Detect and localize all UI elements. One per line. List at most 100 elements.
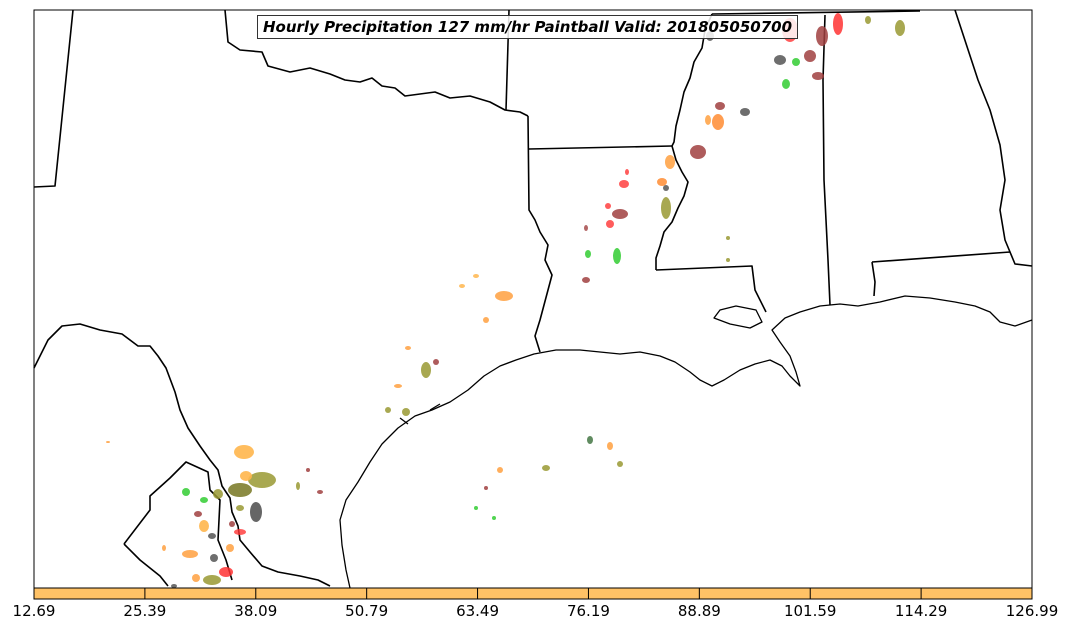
precip-blob [192, 574, 200, 582]
precip-blob [740, 108, 750, 116]
precip-blob [726, 236, 730, 240]
precip-blob [613, 248, 621, 264]
precip-blob [317, 490, 323, 494]
precip-blob [690, 145, 706, 159]
precip-blob [194, 511, 202, 517]
map-frame [33, 9, 1033, 589]
precip-blob [182, 550, 198, 558]
precip-blob [542, 465, 550, 471]
precip-blob [705, 115, 711, 125]
colorbar-tick-label: 101.59 [783, 602, 837, 620]
precip-blob [433, 359, 439, 365]
precip-blob [405, 346, 411, 350]
colorbar-tick-label: 126.99 [1005, 602, 1059, 620]
precip-blob [208, 533, 216, 539]
colorbar-tick-label: 114.29 [894, 602, 948, 620]
precip-blob [865, 16, 871, 24]
precip-blob [171, 584, 177, 588]
colorbar-tick-label: 76.19 [566, 602, 610, 620]
precip-blob [617, 461, 623, 467]
precip-blob [782, 79, 790, 89]
precip-blob [459, 284, 465, 288]
colorbar [33, 587, 1033, 600]
precip-blob [895, 20, 905, 36]
mexico-state-line-1 [123, 461, 233, 581]
colorbar-tick-label: 50.79 [345, 602, 389, 620]
precip-blob [421, 362, 431, 378]
precip-blob [474, 506, 478, 510]
colorbar-tick-label: 88.89 [677, 602, 721, 620]
precip-blob [726, 258, 730, 262]
sabine-border [527, 115, 553, 353]
precipitation-blobs [106, 13, 905, 588]
rio-grande [33, 323, 331, 587]
precip-blob [606, 220, 614, 228]
precip-blob [663, 185, 669, 191]
colorbar-tick-label: 63.49 [456, 602, 500, 620]
precip-blob [306, 468, 310, 472]
precip-blob [240, 471, 252, 481]
precip-blob [234, 445, 254, 459]
precip-blob [248, 472, 276, 488]
precip-blob [228, 483, 252, 497]
precip-blob [816, 26, 828, 46]
precip-blob [657, 178, 667, 186]
precip-blob [483, 317, 489, 323]
precip-blob [492, 516, 496, 520]
precip-blob [661, 197, 671, 219]
red-river-border [224, 9, 529, 117]
precip-blob [394, 384, 402, 388]
map-title: Hourly Precipitation 127 mm/hr Paintball… [257, 15, 799, 39]
precip-blob [199, 520, 209, 532]
precip-blob [473, 274, 479, 278]
colorbar-ticks [33, 588, 1033, 599]
fl-al-border [871, 251, 1033, 297]
colorbar-tick-label: 12.69 [12, 602, 56, 620]
precip-blob [213, 489, 223, 499]
precip-blob [484, 486, 488, 490]
coastline [339, 295, 1033, 589]
precip-blob [250, 502, 262, 522]
precip-blob [229, 521, 235, 527]
mississippi-river [655, 13, 713, 270]
precip-blob [612, 209, 628, 219]
precip-blob [497, 467, 503, 473]
state-borders [33, 9, 1033, 587]
precip-blob [619, 180, 629, 188]
precip-blob [226, 544, 234, 552]
precip-blob [385, 407, 391, 413]
precip-blob [665, 155, 675, 169]
precip-blob [774, 55, 786, 65]
precip-blob [203, 575, 221, 585]
tn-line [711, 10, 921, 15]
precip-blob [402, 408, 410, 416]
nm-border [33, 9, 74, 188]
precip-blob [607, 442, 613, 450]
ar-la-border [528, 145, 673, 150]
ga-al-border [954, 9, 1011, 253]
mexico-state-line-2 [123, 543, 169, 587]
precip-blob [715, 102, 725, 110]
barrier-island [399, 403, 441, 425]
precip-blob [812, 72, 824, 80]
gulf-coast [339, 295, 1033, 589]
precip-blob [833, 13, 843, 35]
ms-al-border [822, 14, 831, 306]
precip-blob [236, 505, 244, 511]
bay-detail [713, 305, 763, 329]
la-ms-border [655, 265, 767, 313]
precip-blob [106, 441, 110, 443]
precip-blob [162, 545, 166, 551]
precip-blob [712, 114, 724, 130]
precip-blob [210, 554, 218, 562]
precip-blob [804, 50, 816, 62]
colorbar-tick-label: 38.09 [234, 602, 278, 620]
precip-blob [587, 436, 593, 444]
precip-blob [582, 277, 590, 283]
precip-blob [792, 58, 800, 66]
precip-blob [234, 529, 246, 535]
precip-blob [605, 203, 611, 209]
precip-blob [584, 225, 588, 231]
colorbar-tick-label: 25.39 [123, 602, 167, 620]
